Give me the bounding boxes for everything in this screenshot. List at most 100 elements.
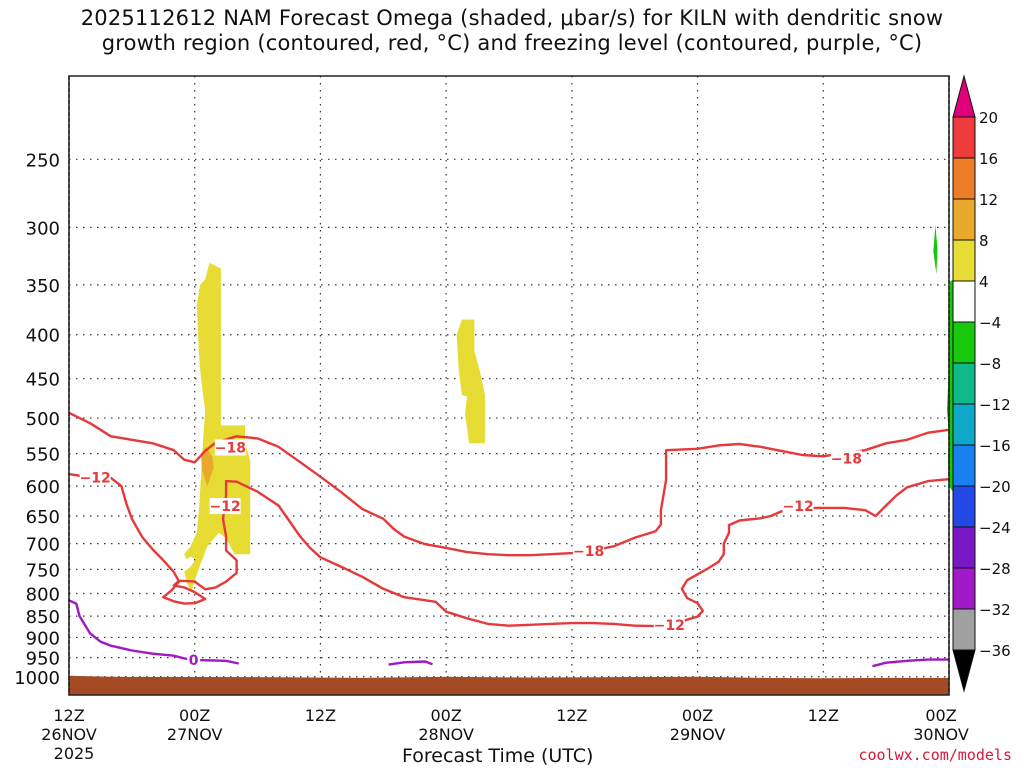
colorbar-label: −4 bbox=[979, 314, 1001, 332]
contour-label-bg bbox=[214, 439, 246, 456]
y-tick-label: 650 bbox=[26, 507, 60, 528]
plot-frame bbox=[68, 75, 950, 696]
terrain-fill bbox=[69, 675, 949, 695]
chart-title: 2025112612 NAM Forecast Omega (shaded, μ… bbox=[0, 6, 1024, 56]
colorbar-label: −36 bbox=[979, 642, 1011, 660]
y-tick-label: 400 bbox=[26, 326, 60, 347]
contour-label-bg bbox=[573, 543, 605, 560]
y-tick-label: 550 bbox=[26, 445, 60, 466]
contour-line-dgz bbox=[68, 411, 950, 557]
x-tick-label: 12Z bbox=[53, 706, 84, 725]
contour-label: −18 bbox=[831, 451, 862, 467]
contour-lines bbox=[68, 411, 950, 668]
gridlines bbox=[69, 76, 949, 695]
colorbar-top-arrow bbox=[952, 74, 976, 118]
y-tick-label: 450 bbox=[26, 370, 60, 391]
colorbar-label: 16 bbox=[979, 150, 998, 168]
y-tick-label: 300 bbox=[26, 218, 60, 239]
omega-shaded-region bbox=[933, 224, 938, 275]
colorbar-label: −32 bbox=[979, 601, 1011, 619]
colorbar-swatch bbox=[952, 403, 976, 446]
colorbar-label: 4 bbox=[979, 273, 989, 291]
x-tick-label: 00Z bbox=[179, 706, 210, 725]
colorbar: 20 16 12 8 4 −4 −8 −12 −16 −20 −24 −28 −32 −36 bbox=[952, 74, 1011, 693]
chart-title-line-1: 2025112612 NAM Forecast Omega (shaded, μ… bbox=[80, 6, 944, 30]
contour-label: −12 bbox=[654, 618, 685, 634]
contour-label: −18 bbox=[215, 440, 246, 456]
site-credit[interactable]: coolwx.com/models bbox=[858, 746, 1012, 764]
y-tick-label: 800 bbox=[26, 584, 60, 605]
y-tick-label: 950 bbox=[26, 649, 60, 670]
contour-line-freezing-segment bbox=[388, 660, 433, 666]
x-tick-label: 00Z bbox=[682, 706, 713, 725]
x-tick-label: 27NOV bbox=[167, 725, 223, 744]
x-tick-label: 00Z bbox=[925, 706, 956, 725]
colorbar-bottom-arrow bbox=[952, 649, 976, 693]
colorbar-swatch bbox=[952, 239, 976, 282]
contour-label: −12 bbox=[80, 470, 111, 486]
colorbar-swatch bbox=[952, 567, 976, 610]
colorbar-swatch bbox=[952, 157, 976, 200]
contour-label-bg bbox=[79, 469, 111, 486]
y-axis-ticks: 2503003504004505005506006507007508008509… bbox=[14, 150, 60, 688]
contour-line-dgz bbox=[68, 472, 950, 628]
x-tick-label: 00Z bbox=[430, 706, 461, 725]
colorbar-label: 12 bbox=[979, 191, 998, 209]
x-axis-title: Forecast Time (UTC) bbox=[402, 745, 594, 767]
colorbar-label: 20 bbox=[979, 109, 998, 127]
colorbar-label: −24 bbox=[979, 519, 1011, 537]
contour-label: −12 bbox=[783, 499, 814, 515]
y-tick-label: 850 bbox=[26, 607, 60, 628]
chart-title-line-2: growth region (contoured, red, °C) and f… bbox=[101, 31, 923, 55]
colorbar-swatch bbox=[952, 321, 976, 364]
colorbar-swatch bbox=[952, 362, 976, 405]
contour-line-freezing-segment bbox=[872, 658, 949, 668]
colorbar-label: 8 bbox=[979, 232, 989, 250]
y-tick-label: 1000 bbox=[14, 668, 60, 689]
contour-labels: −18 −12 −12 −18 −18 −12 −12 0 bbox=[80, 439, 862, 669]
contour-label: 0 bbox=[189, 653, 199, 669]
plot-border bbox=[68, 75, 950, 696]
contour-label-bg bbox=[653, 616, 685, 633]
x-tick-label: 12Z bbox=[808, 706, 839, 725]
colorbar-label: −12 bbox=[979, 396, 1011, 414]
colorbar-swatch bbox=[952, 526, 976, 569]
x-tick-label: 29NOV bbox=[670, 725, 726, 744]
y-tick-label: 600 bbox=[26, 477, 60, 498]
colorbar-swatch bbox=[952, 198, 976, 241]
omega-shaded-region bbox=[456, 319, 485, 444]
contour-line-freezing bbox=[68, 599, 239, 665]
x-tick-label: 30NOV bbox=[913, 725, 969, 744]
colorbar-swatch bbox=[952, 485, 976, 528]
colorbar-label: −16 bbox=[979, 437, 1011, 455]
x-tick-label: 2025 bbox=[54, 744, 95, 763]
omega-shaded-region bbox=[184, 262, 251, 592]
omega-shaded-region bbox=[946, 279, 954, 493]
terrain-band bbox=[69, 675, 949, 695]
colorbar-label: −28 bbox=[979, 560, 1011, 578]
contour-label-bg bbox=[187, 651, 201, 668]
x-tick-label: 12Z bbox=[305, 706, 336, 725]
omega-shaded-region bbox=[201, 446, 214, 487]
contour-label-bg bbox=[830, 450, 862, 467]
colorbar-label: −20 bbox=[979, 478, 1011, 496]
contour-label: −18 bbox=[573, 544, 604, 560]
y-tick-label: 500 bbox=[26, 409, 60, 430]
colorbar-swatch bbox=[952, 116, 976, 159]
colorbar-swatch bbox=[952, 608, 976, 651]
colorbar-label: −8 bbox=[979, 355, 1001, 373]
colorbar-swatch bbox=[952, 280, 976, 323]
contour-label-bg bbox=[782, 498, 814, 515]
colorbar-swatch bbox=[952, 444, 976, 487]
contour-label: −12 bbox=[209, 499, 240, 515]
y-tick-label: 350 bbox=[26, 276, 60, 297]
y-tick-label: 900 bbox=[26, 628, 60, 649]
contour-label-bg bbox=[209, 498, 241, 515]
x-tick-label: 12Z bbox=[556, 706, 587, 725]
y-tick-label: 250 bbox=[26, 150, 60, 171]
y-tick-label: 700 bbox=[26, 535, 60, 556]
x-tick-label: 26NOV bbox=[41, 725, 97, 744]
x-tick-label: 28NOV bbox=[418, 725, 474, 744]
